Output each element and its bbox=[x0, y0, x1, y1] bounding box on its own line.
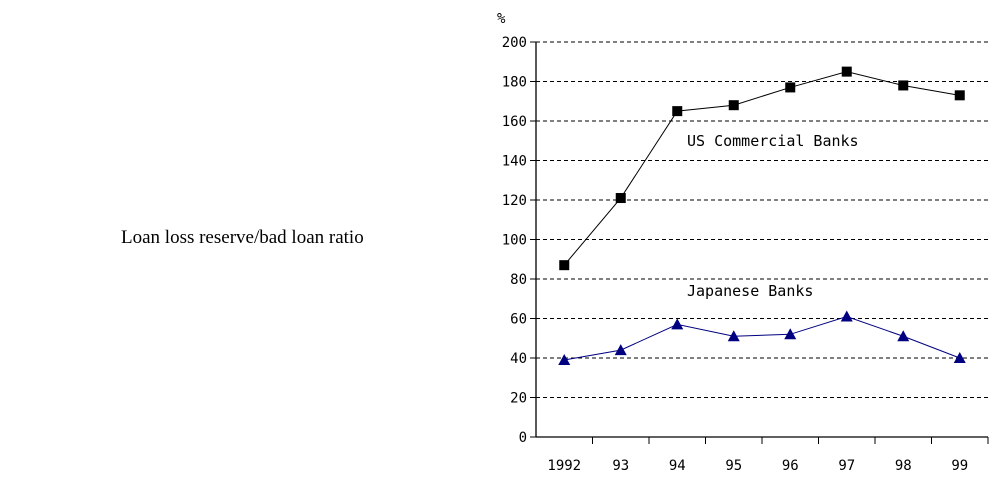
series-group bbox=[558, 66, 966, 365]
axes: % bbox=[497, 11, 988, 438]
data-point-square bbox=[615, 193, 626, 204]
data-point-triangle bbox=[558, 353, 571, 365]
series-line-1 bbox=[564, 315, 960, 361]
y-tick-label: 100 bbox=[502, 233, 527, 249]
x-tick-label: 93 bbox=[612, 458, 629, 474]
data-point-triangle bbox=[614, 344, 627, 356]
y-tick-label: 80 bbox=[510, 272, 527, 288]
data-point-square bbox=[672, 106, 683, 117]
data-point-triangle bbox=[953, 352, 966, 363]
data-point-square bbox=[785, 82, 796, 93]
y-tick-label: 40 bbox=[510, 351, 527, 367]
x-tick-label: 1992 bbox=[547, 458, 581, 474]
data-point-square bbox=[559, 260, 570, 271]
data-point-triangle bbox=[897, 330, 910, 342]
y-tick-label: 140 bbox=[502, 154, 527, 170]
data-point-square bbox=[728, 100, 739, 111]
x-tick-label: 97 bbox=[838, 458, 855, 474]
series-name-label: US Commercial Banks bbox=[687, 132, 859, 150]
series-name-label: Japanese Banks bbox=[687, 282, 813, 300]
y-tick-label: 180 bbox=[502, 75, 527, 91]
y-unit-label: % bbox=[497, 11, 506, 27]
x-tick-label: 99 bbox=[951, 458, 968, 474]
data-point-triangle bbox=[784, 328, 797, 340]
x-tick-label: 94 bbox=[669, 458, 686, 474]
series-labels: US Commercial Banks Japanese Banks bbox=[687, 132, 859, 300]
x-tick-label: 98 bbox=[895, 458, 912, 474]
y-tick-label: 120 bbox=[502, 193, 527, 209]
gridlines bbox=[536, 41, 988, 398]
side-label: Loan loss reserve/bad loan ratio bbox=[121, 227, 364, 248]
y-tick-label: 200 bbox=[502, 35, 527, 51]
series-line-0 bbox=[563, 71, 960, 266]
data-point-triangle bbox=[840, 310, 853, 322]
data-point-square bbox=[898, 80, 909, 91]
y-tick-label: 60 bbox=[510, 312, 527, 328]
y-tick-label: 160 bbox=[502, 114, 527, 130]
data-point-triangle bbox=[671, 318, 684, 330]
y-tick-label: 0 bbox=[519, 430, 527, 446]
x-tick-label: 95 bbox=[725, 458, 742, 474]
data-point-square bbox=[841, 66, 852, 77]
y-tick-label: 20 bbox=[510, 391, 527, 407]
y-axis-ticks: 0 20 40 60 80 100 120 140 160 180 200 bbox=[502, 35, 536, 446]
x-axis-ticks: 1992 93 94 95 96 97 98 99 bbox=[547, 437, 989, 474]
data-point-square bbox=[954, 90, 965, 101]
x-tick-label: 96 bbox=[782, 458, 799, 474]
data-point-triangle bbox=[727, 330, 740, 342]
